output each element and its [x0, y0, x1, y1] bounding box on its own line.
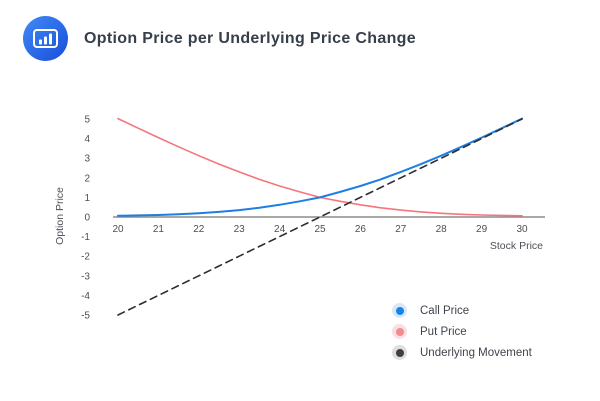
- legend-label-put-price: Put Price: [420, 325, 467, 338]
- y-tick-label: -5: [81, 311, 90, 322]
- y-tick-label: 3: [84, 154, 90, 165]
- series-line-put-price: [117, 117, 523, 217]
- series-line-call-price: [117, 117, 523, 217]
- legend-item-call-price: Call Price: [392, 303, 532, 318]
- y-tick-label: 2: [84, 173, 90, 184]
- legend-marker-put-price: [392, 324, 407, 339]
- legend-marker-call-price: [392, 303, 407, 318]
- x-tick-label: 28: [436, 224, 448, 235]
- x-tick-label: 25: [314, 224, 326, 235]
- x-tick-label: 29: [476, 224, 488, 235]
- legend-marker-underlying-movement: [392, 345, 407, 360]
- x-tick-label: 21: [153, 224, 165, 235]
- y-tick-label: 0: [84, 213, 90, 224]
- y-tick-label: -3: [81, 271, 90, 282]
- legend-item-underlying-movement: Underlying Movement: [392, 345, 532, 360]
- legend-dot-underlying-movement: [395, 348, 404, 357]
- y-axis-title: Option Price: [54, 187, 66, 245]
- bar-chart-icon: [33, 29, 58, 48]
- x-tick-label: 30: [516, 224, 528, 235]
- y-tick-label: -2: [81, 252, 90, 263]
- x-tick-label: 22: [193, 224, 205, 235]
- logo: [23, 16, 68, 61]
- legend-dot-put-price: [395, 327, 404, 336]
- series-layer: [117, 117, 523, 316]
- chart-legend: Call Price Put Price Underlying Movement: [392, 303, 532, 366]
- series-line-underlying-movement: [117, 118, 523, 316]
- y-tick-label: 1: [84, 193, 90, 204]
- x-tick-label: 20: [112, 224, 124, 235]
- x-tick-label: 24: [274, 224, 286, 235]
- header: Option Price per Underlying Price Change: [23, 16, 416, 61]
- legend-label-call-price: Call Price: [420, 304, 470, 317]
- legend-dot-call-price: [395, 306, 404, 315]
- x-tick-label: 26: [355, 224, 367, 235]
- legend-item-put-price: Put Price: [392, 324, 532, 339]
- y-tick-label: -4: [81, 291, 90, 302]
- y-tick-label: 4: [84, 134, 90, 145]
- x-axis-title: Stock Price: [490, 240, 543, 252]
- legend-label-underlying-movement: Underlying Movement: [420, 346, 532, 359]
- x-tick-label: 23: [234, 224, 246, 235]
- y-tick-label: -1: [81, 232, 90, 243]
- y-tick-label: 5: [84, 115, 90, 126]
- x-tick-label: 27: [395, 224, 407, 235]
- page-title: Option Price per Underlying Price Change: [84, 29, 416, 47]
